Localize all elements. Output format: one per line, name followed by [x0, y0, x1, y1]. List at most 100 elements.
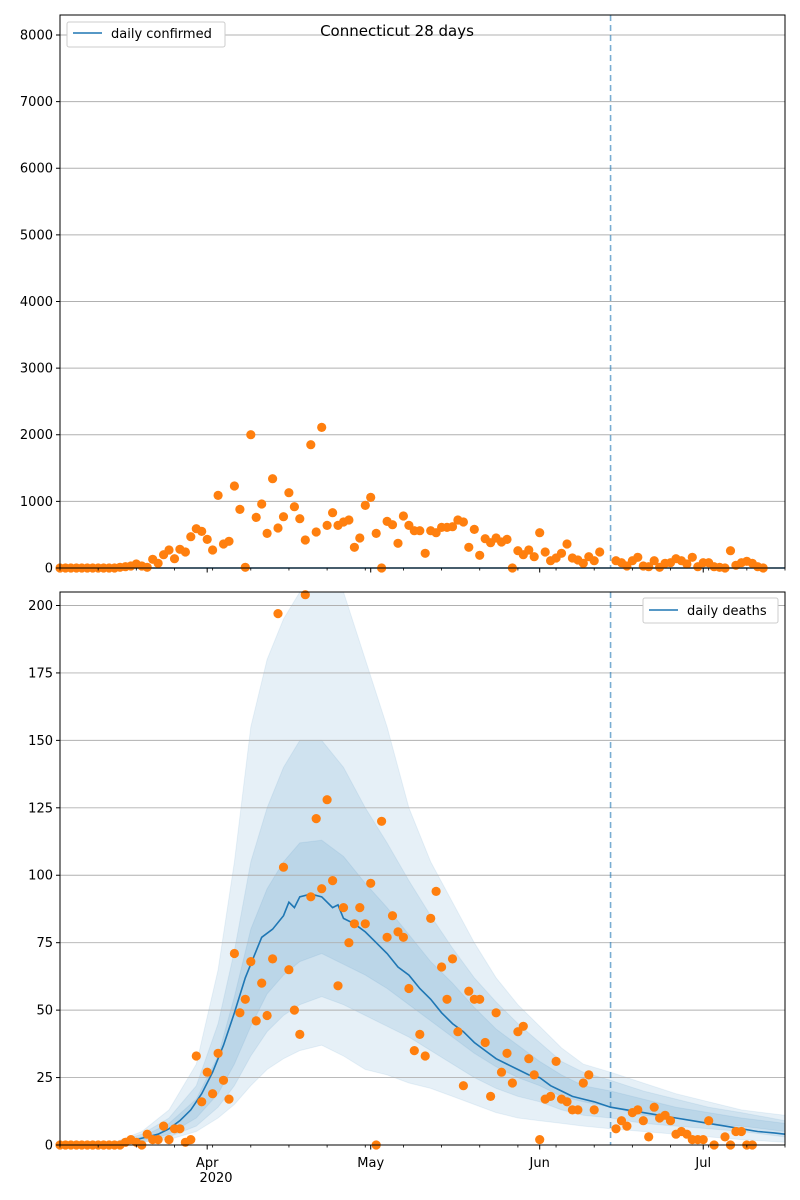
- data-point: [458, 517, 468, 527]
- data-point: [268, 954, 278, 964]
- data-point: [409, 1046, 419, 1056]
- data-point: [186, 532, 196, 542]
- data-point: [268, 474, 278, 484]
- y-tick-label: 0: [45, 562, 53, 577]
- y-tick-label: 8000: [20, 28, 53, 43]
- data-point: [562, 539, 572, 549]
- data-point: [398, 511, 408, 521]
- data-point: [306, 892, 316, 902]
- data-point: [169, 554, 180, 564]
- data-point: [589, 1105, 599, 1115]
- data-point: [665, 1116, 676, 1126]
- data-point: [218, 1075, 229, 1085]
- data-point: [529, 552, 539, 562]
- data-point: [682, 559, 692, 569]
- data-point: [720, 1132, 730, 1142]
- data-point: [284, 488, 294, 498]
- data-point: [333, 981, 343, 991]
- data-point: [311, 814, 321, 824]
- data-point: [704, 1116, 714, 1126]
- x-tick-label: Jul: [694, 1156, 711, 1171]
- data-point: [415, 526, 425, 536]
- data-point: [229, 481, 239, 491]
- data-point: [246, 430, 256, 440]
- data-point: [224, 536, 234, 546]
- data-point: [649, 1102, 659, 1112]
- y-tick-label: 125: [28, 801, 53, 816]
- data-point: [420, 548, 430, 558]
- data-point: [344, 515, 354, 525]
- deaths-panel: 0 25 50 75 100 125 150 175 200 Apr May Jun Jul dail…: [28, 590, 786, 1186]
- data-point: [262, 528, 272, 539]
- data-point: [355, 533, 365, 543]
- y-tick-label: 4000: [20, 295, 53, 310]
- y-tick-label: 75: [36, 936, 53, 951]
- data-point: [338, 903, 349, 913]
- data-point: [578, 558, 588, 568]
- data-point: [540, 547, 550, 557]
- data-point: [295, 1029, 305, 1039]
- data-point: [153, 1135, 163, 1145]
- data-point: [180, 547, 190, 557]
- data-point: [328, 508, 338, 518]
- y-tick-label: 7000: [20, 95, 53, 110]
- y-tick-label: 50: [36, 1004, 53, 1019]
- data-point: [415, 1029, 425, 1039]
- data-point: [235, 1008, 245, 1018]
- y-tick-label: 200: [28, 599, 53, 614]
- data-point: [447, 954, 458, 964]
- data-point: [442, 994, 452, 1004]
- data-point: [328, 876, 338, 886]
- data-point: [235, 504, 245, 514]
- data-point: [164, 1135, 174, 1145]
- data-point: [437, 962, 447, 972]
- data-point: [491, 1008, 501, 1018]
- data-point: [273, 609, 283, 619]
- data-point: [251, 512, 261, 523]
- y-tick-label: 25: [36, 1071, 53, 1086]
- data-point: [725, 546, 736, 556]
- data-point: [300, 535, 310, 545]
- data-point: [595, 547, 605, 557]
- y-tick-label: 100: [28, 869, 53, 884]
- data-point: [687, 552, 697, 562]
- data-point: [496, 1067, 507, 1077]
- data-point: [322, 795, 332, 805]
- data-point: [573, 1105, 583, 1115]
- data-point: [278, 512, 289, 522]
- confirmed-legend: daily confirmed: [66, 21, 226, 48]
- data-point: [556, 548, 567, 558]
- data-point: [507, 1078, 517, 1088]
- data-point: [159, 1121, 169, 1131]
- data-point: [453, 1027, 463, 1037]
- confirmed-panel: 0 1000 2000 3000 4000 5000 6000 7000 8000 Connec…: [20, 14, 786, 577]
- data-point: [529, 1070, 539, 1080]
- x-tick-label: Apr: [196, 1156, 219, 1171]
- data-point: [175, 1124, 185, 1134]
- y-tick-label: 0: [45, 1139, 53, 1154]
- data-point: [284, 965, 294, 975]
- data-point: [464, 542, 474, 552]
- data-point: [431, 886, 441, 897]
- data-point: [584, 1070, 594, 1080]
- y-tick-label: 1000: [20, 495, 53, 510]
- data-point: [240, 562, 250, 572]
- data-point: [447, 522, 458, 532]
- deaths-legend: daily deaths: [642, 597, 779, 624]
- data-point: [387, 911, 398, 921]
- data-point: [273, 523, 283, 533]
- data-point: [502, 534, 512, 545]
- data-point: [355, 903, 365, 913]
- x-tick-label: May: [357, 1156, 384, 1171]
- data-point: [197, 1097, 207, 1107]
- data-point: [153, 558, 163, 568]
- data-point: [246, 957, 256, 967]
- data-point: [475, 550, 485, 560]
- data-point: [371, 528, 381, 539]
- data-point: [257, 499, 267, 509]
- data-point: [360, 500, 370, 510]
- data-point: [393, 538, 403, 548]
- y-tick-label: 175: [28, 666, 53, 681]
- data-point: [360, 919, 370, 929]
